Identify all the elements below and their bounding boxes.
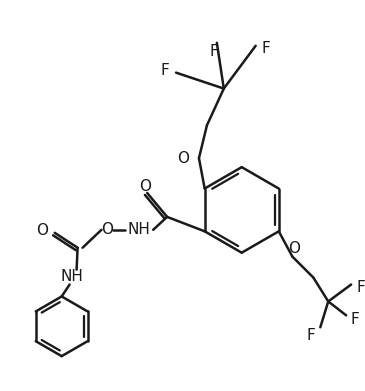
Text: F: F: [210, 44, 218, 59]
Text: O: O: [101, 222, 114, 237]
Text: O: O: [36, 223, 48, 238]
Text: F: F: [161, 63, 169, 78]
Text: O: O: [177, 151, 189, 166]
Text: F: F: [307, 328, 316, 343]
Text: F: F: [357, 280, 365, 295]
Text: O: O: [288, 241, 300, 256]
Text: F: F: [351, 312, 360, 327]
Text: O: O: [139, 179, 151, 194]
Text: F: F: [261, 41, 270, 56]
Text: NH: NH: [60, 269, 83, 284]
Text: NH: NH: [128, 222, 151, 237]
